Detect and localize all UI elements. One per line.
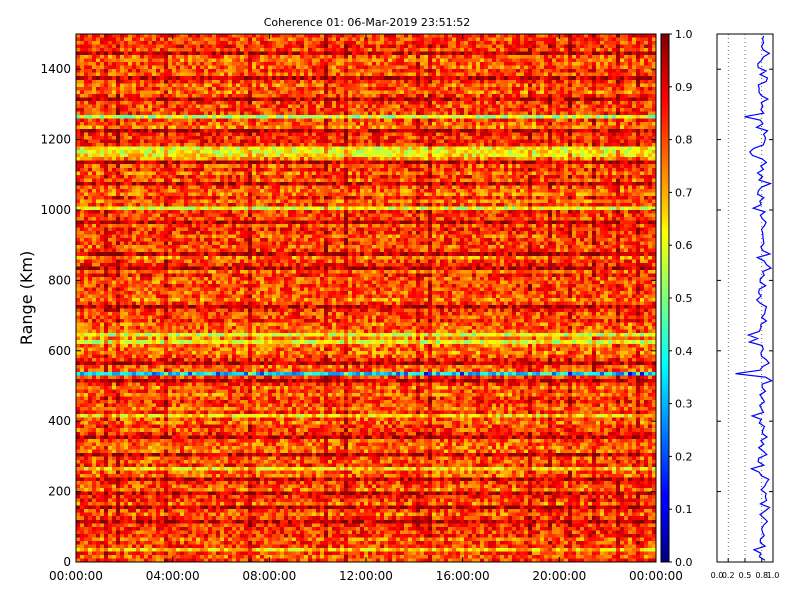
- y-tick-label: 600: [48, 344, 71, 358]
- x-tick-label: 16:00:00: [436, 569, 490, 583]
- profile-line: [735, 35, 774, 561]
- colorbar-tick-label: 0.7: [675, 186, 693, 199]
- profile-x-tick-label: 0.8: [755, 571, 768, 580]
- x-tick-label: 08:00:00: [242, 569, 296, 583]
- colorbar: [660, 33, 670, 563]
- heatmap-plot: [76, 34, 656, 562]
- colorbar-tick-label: 1.0: [675, 28, 693, 41]
- y-tick-label: 800: [48, 273, 71, 287]
- x-tick-label: 00:00:00: [629, 569, 683, 583]
- colorbar-tick-label: 0.8: [675, 134, 693, 147]
- colorbar-tick-label: 0.0: [675, 556, 693, 569]
- colorbar-tick-label: 0.1: [675, 503, 693, 516]
- x-tick-label: 20:00:00: [532, 569, 586, 583]
- colorbar-tick-label: 0.5: [675, 292, 693, 305]
- x-tick-label: 12:00:00: [339, 569, 393, 583]
- mean-coherence-profile: [727, 34, 774, 562]
- colorbar-tick-label: 0.2: [675, 450, 693, 463]
- colorbar-tick-label: 0.3: [675, 398, 693, 411]
- colorbar-tick-label: 0.4: [675, 345, 693, 358]
- colorbar-tick-label: 0.9: [675, 81, 693, 94]
- y-tick-label: 0: [63, 555, 71, 569]
- y-tick-label: 1400: [40, 62, 71, 76]
- heatmap-image: [76, 34, 656, 562]
- y-tick-label: 400: [48, 414, 71, 428]
- profile-x-tick-label: 1.0: [767, 571, 780, 580]
- colorbar-ticks: 0.0 0.1 0.2 0.3 0.4 0.5 0.6 0.7 0.8 0.9 1.0: [669, 28, 693, 569]
- y-axis: 0 200 400 600 800 1000 1200 1400: [40, 62, 656, 569]
- profile-x-tick-label: 0.2: [722, 571, 735, 580]
- x-tick-label: 04:00:00: [146, 569, 200, 583]
- colorbar-tick-label: 0.6: [675, 239, 693, 252]
- y-tick-label: 1000: [40, 203, 71, 217]
- x-tick-label: 00:00:00: [49, 569, 103, 583]
- y-tick-label: 1200: [40, 133, 71, 147]
- profile-x-tick-label: 0.5: [739, 571, 752, 580]
- chart-title: Coherence 01: 06-Mar-2019 23:51:52: [264, 16, 471, 29]
- x-axis: 00:00:00 04:00:00 08:00:00 12:00:00 16:00:00…: [49, 34, 683, 583]
- y-axis-label: Range (Km): [17, 251, 36, 345]
- profile-x-tick-label: 0.0: [711, 571, 724, 580]
- y-tick-label: 200: [48, 485, 71, 499]
- profile-x-axis: 0.00.2 0.5 0.81.0: [711, 68, 780, 580]
